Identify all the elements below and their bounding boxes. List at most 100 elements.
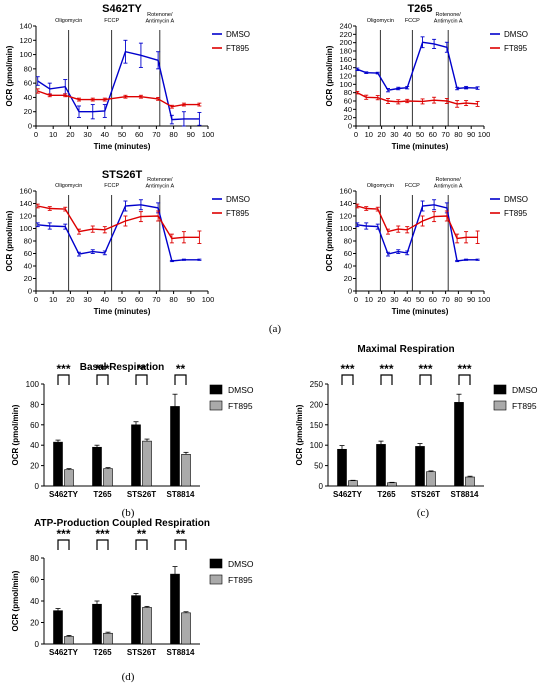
x-tick-label: 30 — [390, 295, 398, 304]
line-chart-0: S462TY 0 10 20 30 40 50 60 70 80 90 100 0 20 40 60 80 100… — [5, 3, 250, 151]
significance-label: *** — [457, 362, 471, 376]
bar-dmso — [337, 448, 347, 487]
x-tick-label: 40 — [101, 295, 109, 304]
series-ft895: FT895 — [35, 203, 250, 244]
y-axis-label: OCR (pmol/min) — [11, 404, 20, 465]
bar-ft895 — [103, 632, 113, 645]
significance-bracket — [135, 539, 148, 550]
y-tick-label: 80 — [30, 554, 39, 563]
y-tick-label: 80 — [24, 64, 32, 73]
y-tick-label: 20 — [30, 619, 39, 628]
y-tick-label: 60 — [30, 421, 39, 430]
category-label: STS26T — [411, 490, 440, 499]
x-tick-label: 50 — [416, 130, 424, 139]
significance-bracket — [57, 374, 70, 385]
x-tick-label: 70 — [441, 130, 449, 139]
x-tick-label: 60 — [135, 130, 143, 139]
y-tick-label: 100 — [19, 224, 32, 233]
legend-swatch — [209, 574, 223, 585]
series-line — [37, 205, 200, 240]
injection-label: Oligomycin — [367, 18, 394, 24]
bar-ft895 — [64, 636, 74, 645]
series-line — [37, 50, 200, 121]
bar-chart-4: Basal Respiration 0 20 40 60 80 100 OCR (pmol/m… — [11, 362, 254, 499]
bar-ft895 — [426, 471, 436, 487]
significance-label: ** — [137, 527, 147, 541]
y-tick-label: 60 — [344, 249, 352, 258]
injection-label: Oligomycin — [55, 18, 82, 24]
bar-dmso — [131, 424, 141, 487]
significance-bracket — [419, 374, 432, 385]
y-tick-label: 140 — [339, 199, 352, 208]
significance-bracket — [135, 374, 148, 385]
bar-dmso — [170, 406, 180, 487]
x-tick-label: 100 — [478, 130, 491, 139]
category-label: S462TY — [333, 490, 363, 499]
legend-label: FT895 — [512, 401, 537, 411]
x-tick-label: 0 — [34, 295, 38, 304]
y-tick-label: 160 — [19, 187, 32, 196]
legend-label: DMSO — [228, 559, 254, 569]
significance-bracket — [380, 374, 393, 385]
line-chart-2: STS26T 0 10 20 30 40 50 60 70 80 90 100 0 20 40 60 80 100… — [5, 169, 250, 316]
x-tick-label: 100 — [202, 295, 215, 304]
injection-label: Oligomycin — [55, 183, 82, 189]
x-tick-label: 80 — [169, 295, 177, 304]
legend-swatch — [493, 400, 507, 411]
injection-label: Rotenone/Antimycin A — [434, 177, 463, 190]
y-tick-label: 200 — [310, 400, 324, 409]
chart-title: S462TY — [102, 3, 142, 15]
y-tick-label: 100 — [19, 50, 32, 59]
x-tick-label: 70 — [152, 130, 160, 139]
y-tick-label: 240 — [339, 22, 352, 31]
x-tick-label: 60 — [429, 295, 437, 304]
legend-label: FT895 — [228, 401, 253, 411]
y-axis-label: OCR (pmol/min) — [11, 570, 20, 631]
y-tick-label: 60 — [24, 249, 32, 258]
y-tick-label: 140 — [19, 22, 32, 31]
significance-label: *** — [418, 362, 432, 376]
significance-bracket — [174, 539, 187, 550]
series-ft895: FT895 — [355, 203, 528, 244]
y-tick-label: 140 — [339, 63, 352, 72]
y-tick-label: 60 — [24, 79, 32, 88]
legend-label: FT895 — [504, 209, 528, 218]
y-axis-label: OCR (pmol/min) — [5, 210, 14, 271]
significance-label: *** — [379, 362, 393, 376]
x-tick-label: 60 — [429, 130, 437, 139]
series-line — [37, 204, 200, 262]
significance-bracket — [57, 539, 70, 550]
y-tick-label: 40 — [344, 262, 352, 271]
y-tick-label: 20 — [24, 274, 32, 283]
bar-chart-6: ATP-Production Coupled Respiration 0 20 40 6… — [11, 518, 254, 657]
y-tick-label: 200 — [339, 38, 352, 47]
series-line — [357, 204, 478, 262]
legend-label: DMSO — [228, 385, 254, 395]
series-dmso: DMSO — [35, 30, 250, 127]
y-tick-label: 0 — [348, 122, 352, 131]
y-tick-label: 40 — [30, 597, 39, 606]
bar-ft895 — [181, 454, 191, 487]
bar-dmso — [92, 603, 102, 645]
x-tick-label: 10 — [49, 130, 57, 139]
x-tick-label: 40 — [403, 295, 411, 304]
y-tick-label: 100 — [339, 80, 352, 89]
series-dmso: DMSO — [35, 195, 250, 263]
bar-dmso — [53, 610, 63, 645]
y-tick-label: 40 — [30, 441, 39, 450]
y-tick-label: 0 — [348, 287, 352, 296]
category-label: T265 — [93, 648, 112, 657]
x-tick-label: 20 — [66, 295, 74, 304]
legend-label: FT895 — [226, 44, 250, 53]
injection-label: FCCP — [405, 18, 420, 24]
y-tick-label: 50 — [314, 462, 323, 471]
y-tick-label: 160 — [339, 55, 352, 64]
x-tick-label: 50 — [118, 130, 126, 139]
y-axis-label: OCR (pmol/min) — [5, 45, 14, 106]
y-tick-label: 80 — [30, 400, 39, 409]
category-label: T265 — [93, 490, 112, 499]
x-tick-label: 30 — [390, 130, 398, 139]
y-tick-label: 40 — [344, 105, 352, 114]
significance-label: ** — [176, 362, 186, 376]
